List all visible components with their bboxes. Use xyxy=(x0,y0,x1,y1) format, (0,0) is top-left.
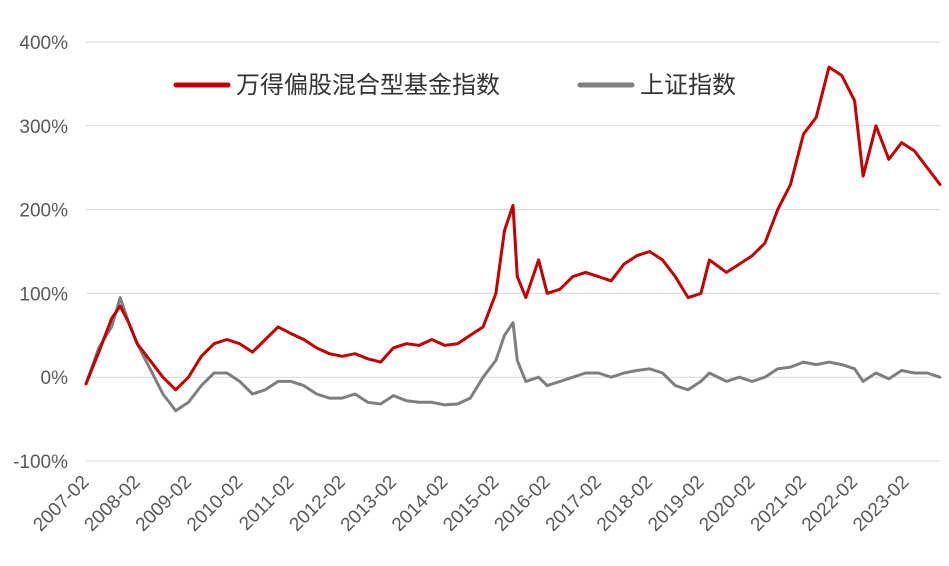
x-tick-label: 2018-02 xyxy=(593,472,657,536)
gridlines xyxy=(86,41,940,462)
y-tick-label: 100% xyxy=(19,284,68,305)
y-tick-label: 0% xyxy=(41,368,69,389)
y-tick-label: -100% xyxy=(13,452,68,473)
x-tick-label: 2017-02 xyxy=(542,472,606,536)
x-tick-label: 2007-02 xyxy=(29,472,93,536)
x-tick-label: 2014-02 xyxy=(388,472,452,536)
x-tick-label: 2020-02 xyxy=(695,472,759,536)
x-tick-label: 2012-02 xyxy=(286,472,350,536)
x-tick-label: 2021-02 xyxy=(747,472,811,536)
series-line-shanghai-index xyxy=(84,296,942,413)
legend-item-shanghai-index: 上证指数 xyxy=(577,71,736,99)
x-tick-label: 2013-02 xyxy=(337,472,401,536)
x-axis-tick-labels: 2007-022008-022009-022010-022011-022012-… xyxy=(29,472,913,536)
x-tick-label: 2009-02 xyxy=(132,472,196,536)
x-tick-label: 2008-02 xyxy=(81,472,145,536)
x-tick-label: 2022-02 xyxy=(798,472,862,536)
series-line-fund-index xyxy=(84,65,942,392)
x-tick-label: 2023-02 xyxy=(849,472,913,536)
y-tick-label: 400% xyxy=(19,33,68,54)
y-tick-label: 300% xyxy=(19,117,68,138)
legend-label-shanghai-index: 上证指数 xyxy=(640,71,736,99)
series-lines xyxy=(84,65,942,413)
x-tick-label: 2010-02 xyxy=(183,472,247,536)
x-tick-label: 2016-02 xyxy=(491,472,555,536)
x-tick-label: 2015-02 xyxy=(439,472,503,536)
y-tick-label: 200% xyxy=(19,201,68,222)
legend: 万得偏股混合型基金指数 上证指数 xyxy=(173,71,736,99)
y-axis-tick-labels: -100% 0% 100% 200% 300% 400% xyxy=(13,33,68,473)
x-tick-label: 2019-02 xyxy=(644,472,708,536)
legend-label-fund-index: 万得偏股混合型基金指数 xyxy=(236,71,500,99)
legend-item-fund-index: 万得偏股混合型基金指数 xyxy=(173,71,500,99)
